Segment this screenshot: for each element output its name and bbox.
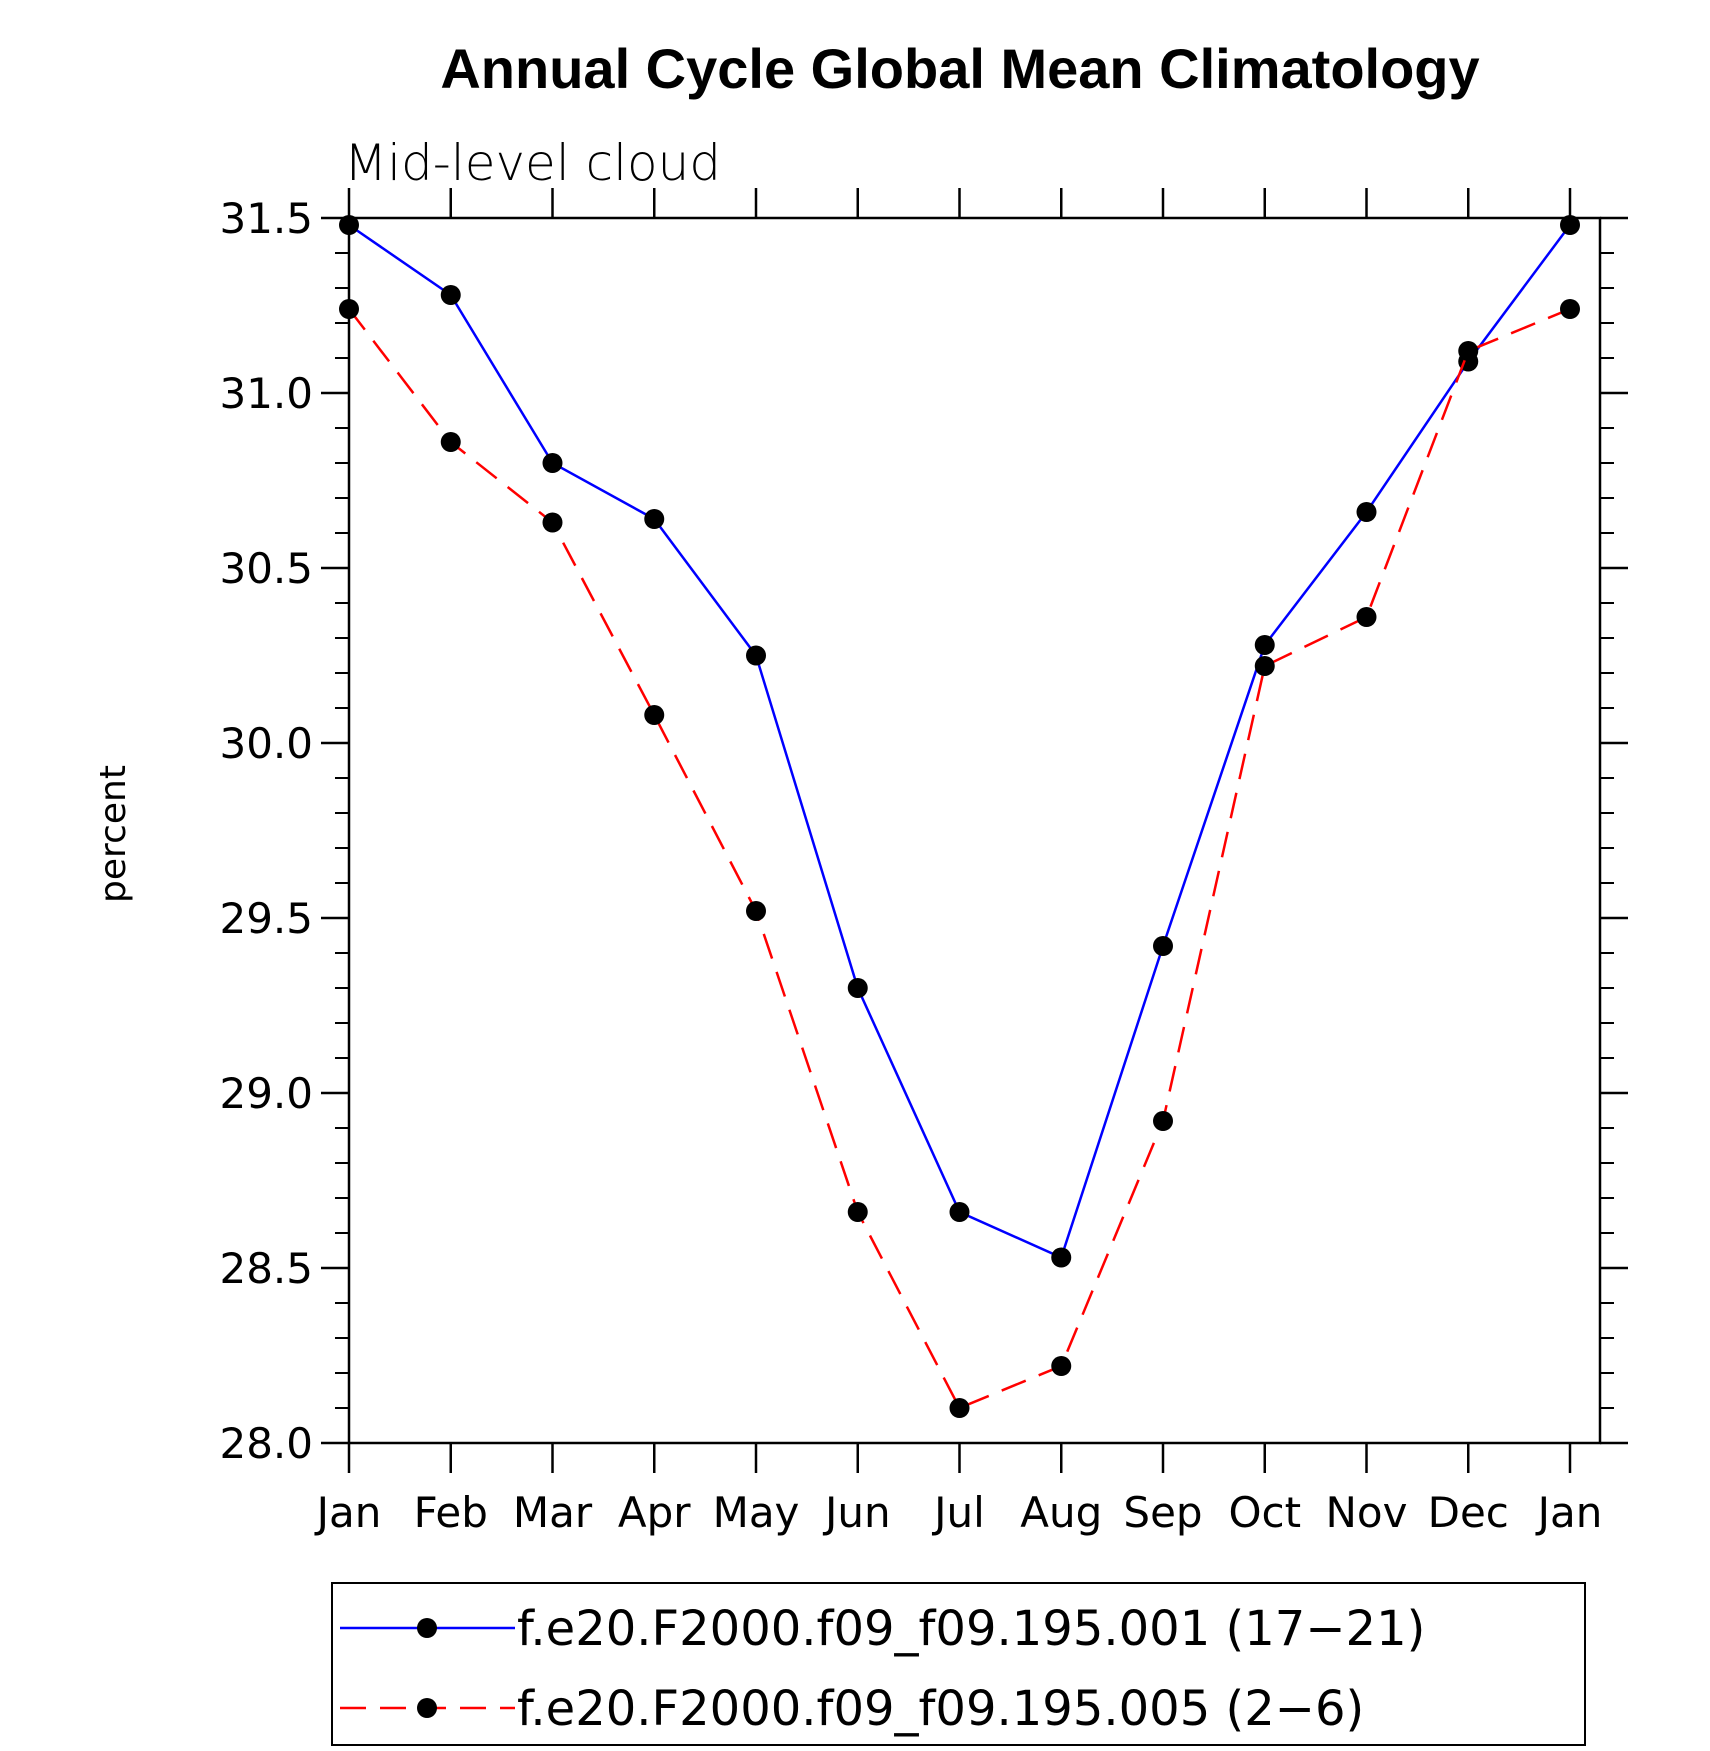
y-tick-label: 30.5 (219, 544, 313, 593)
legend: f.e20.F2000.f09_f09.195.001 (17−21) f.e20… (340, 1601, 1425, 1737)
data-point (746, 901, 766, 921)
legend-item-1: f.e20.F2000.f09_f09.195.001 (17−21) (340, 1601, 1425, 1657)
data-point (1051, 1356, 1072, 1376)
data-point (542, 512, 563, 533)
y-tick-label: 30.0 (219, 719, 313, 768)
series-line (348, 223, 1572, 1260)
data-point (1458, 341, 1479, 361)
y-tick-labels: 28.0 28.5 29.0 29.5 30.0 30.5 31.0 31.5 (219, 194, 313, 1468)
legend-box (331, 1582, 1586, 1746)
data-point (440, 285, 461, 305)
y-tick-label: 31.0 (219, 369, 313, 418)
y-tick-label: 28.5 (219, 1244, 313, 1293)
series-2 (339, 299, 1580, 1418)
y-tick-label: 31.5 (219, 194, 313, 243)
x-tick-label: May (713, 1488, 800, 1537)
data-point (542, 453, 563, 473)
series-line (348, 307, 1571, 1410)
data-point (847, 978, 868, 998)
data-point (1254, 635, 1275, 655)
x-tick-label: Feb (414, 1488, 488, 1537)
data-point (1560, 299, 1580, 319)
data-point (1356, 502, 1377, 522)
plot-frame (347, 216, 1602, 1445)
data-point (847, 1202, 868, 1222)
data-point (1560, 215, 1580, 235)
data-point (1153, 1111, 1173, 1131)
x-tick-label: Jan (1535, 1488, 1603, 1537)
data-point (644, 705, 665, 725)
x-tick-label: Jun (822, 1488, 891, 1537)
x-tick-labels: Jan Feb Mar Apr May Jun Jul Aug Sep Oct Nov Dec Jan (314, 1488, 1603, 1537)
x-tick-label: Aug (1020, 1488, 1102, 1537)
x-tick-label: Sep (1123, 1488, 1202, 1537)
x-tick-label: Oct (1228, 1488, 1301, 1537)
legend-marker (417, 1698, 437, 1718)
x-tick-label: Jan (314, 1488, 382, 1537)
data-point (746, 645, 766, 666)
series-1 (339, 215, 1580, 1268)
x-tick-label: Apr (618, 1488, 691, 1537)
chart-title: Annual Cycle Global Mean Climatology (440, 37, 1479, 100)
series-layer (339, 215, 1580, 1418)
data-point (1356, 607, 1377, 627)
legend-label: f.e20.F2000.f09_f09.195.005 (2−6) (517, 1681, 1364, 1737)
x-tick-label: Nov (1326, 1488, 1408, 1537)
x-tick-label: Mar (513, 1488, 593, 1537)
legend-marker (417, 1618, 437, 1638)
data-point (1153, 936, 1173, 956)
data-point (644, 509, 665, 529)
y-axis-label: percent (93, 765, 134, 903)
x-tick-label: Dec (1428, 1488, 1509, 1537)
data-point (440, 432, 461, 452)
legend-label: f.e20.F2000.f09_f09.195.001 (17−21) (517, 1601, 1425, 1657)
data-point (1051, 1247, 1072, 1268)
y-tick-label: 28.0 (219, 1419, 313, 1468)
y-tick-label: 29.0 (219, 1069, 313, 1118)
y-tick-label: 29.5 (219, 894, 313, 943)
data-point (949, 1202, 970, 1222)
axis-ticks (321, 188, 1628, 1473)
chart-subtitle: Mid-level cloud (344, 134, 721, 192)
data-point (339, 215, 359, 235)
x-tick-label: Jul (931, 1488, 985, 1537)
data-point (949, 1398, 970, 1418)
data-point (339, 299, 359, 319)
data-point (1254, 656, 1275, 676)
legend-item-2: f.e20.F2000.f09_f09.195.005 (2−6) (340, 1681, 1364, 1737)
